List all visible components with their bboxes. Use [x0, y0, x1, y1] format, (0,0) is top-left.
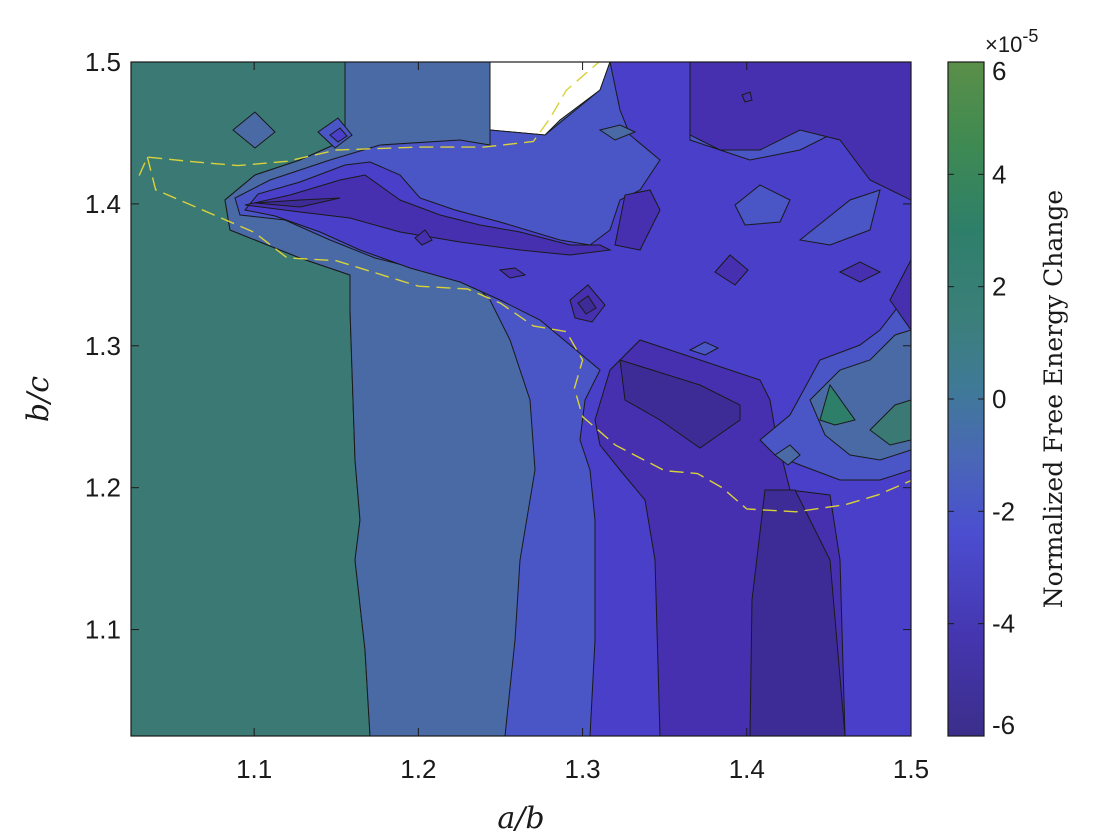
island-8: [734, 184, 791, 226]
colorbar-tick-label: -6: [992, 710, 1015, 740]
colorbar-label: Normalized Free Energy Change: [1039, 190, 1068, 608]
colorbar-tick-label: -4: [992, 609, 1015, 639]
y-tick-label: 1.4: [85, 189, 121, 219]
island-7: [577, 295, 597, 315]
colorbar-tick-label: -2: [992, 496, 1015, 526]
island-13: [889, 259, 911, 331]
colorbar-ticks: -6 -4 -2 0 2 4 6: [948, 56, 1015, 740]
colorbar-tick-label: 0: [992, 384, 1006, 414]
x-axis-label: a/b: [497, 801, 544, 836]
x-tick-label: 1.1: [236, 754, 272, 784]
y-axis-label: b/c: [21, 376, 56, 422]
colorbar-exponent-power: -5: [1022, 26, 1038, 46]
island-11: [714, 254, 749, 286]
ridge-core: [244, 174, 612, 256]
plot-frame: [130, 61, 912, 737]
colorbar-exponent: ×10-5: [985, 26, 1038, 57]
island-15: [414, 229, 433, 246]
contour-band-6: [749, 489, 846, 736]
island-3: [329, 127, 348, 143]
island-10: [688, 341, 720, 356]
x-tick-label: 1.4: [729, 754, 765, 784]
colorbar-tick-label: 4: [992, 159, 1006, 189]
x-tick-label: 1.2: [400, 754, 436, 784]
island-5: [614, 189, 661, 251]
ridge-core-2: [254, 197, 341, 208]
island-14: [498, 267, 527, 279]
x-tick-label: 1.3: [565, 754, 601, 784]
island-17: [741, 91, 753, 103]
y-axis-ticks: 1.1 1.2 1.3 1.4 1.5: [85, 47, 911, 645]
dashed-contour-upper: [138, 62, 600, 176]
x-tick-label: 1.5: [893, 754, 929, 784]
island-4: [598, 124, 637, 141]
right-cluster-core2: [869, 399, 911, 446]
y-tick-label: 1.3: [85, 331, 121, 361]
y-tick-label: 1.1: [85, 615, 121, 645]
colorbar-exponent-base: ×10: [985, 32, 1022, 57]
y-tick-label: 1.5: [85, 47, 121, 77]
island-16: [774, 444, 801, 466]
dashed-contour-lower: [146, 156, 911, 513]
colorbar-tick-label: 6: [992, 56, 1006, 86]
right-cluster-core: [819, 383, 856, 426]
colorbar-tick-label: 2: [992, 272, 1006, 302]
y-tick-label: 1.2: [85, 473, 121, 503]
contour-band-6b: [619, 359, 741, 449]
island-9: [798, 189, 881, 246]
plot-area: [131, 62, 911, 736]
x-axis-ticks: 1.1 1.2 1.3 1.4 1.5: [236, 62, 929, 784]
island-1: [232, 111, 276, 149]
island-12: [838, 261, 882, 283]
